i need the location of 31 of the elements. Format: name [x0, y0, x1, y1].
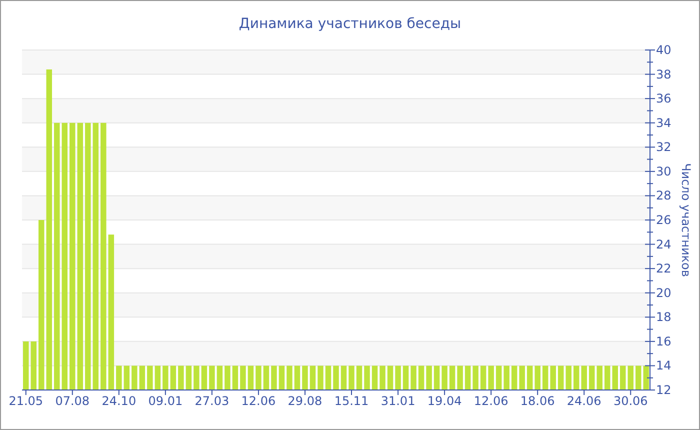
y-tick-label: 30	[656, 164, 672, 178]
y-tick-label: 14	[656, 358, 672, 373]
x-tick-label: 29.08	[288, 394, 322, 408]
y-tick-label: 36	[656, 92, 672, 106]
x-tick-label: 12.06	[474, 394, 508, 408]
y-tick-label: 18	[656, 310, 672, 324]
y-tick-label: 16	[656, 334, 672, 348]
y-tick-label: 24	[656, 237, 672, 252]
x-tick-label: 27.03	[194, 394, 230, 408]
y-tick-label: 28	[656, 188, 672, 203]
y-tick-label: 22	[656, 262, 672, 276]
x-tick-label: 19.04	[427, 394, 462, 408]
y-tick-label: 26	[656, 213, 672, 227]
x-tick-label: 31.01	[380, 394, 416, 408]
y-tick-label: 40	[656, 43, 672, 57]
y-tick-label: 20	[656, 286, 672, 300]
x-tick-label: 24.10	[102, 394, 136, 408]
x-tick-label: 07.08	[55, 394, 90, 408]
x-tick-label: 21.05	[8, 394, 44, 408]
y-axis-title: Число участников	[679, 163, 693, 277]
chart-title: Динамика участников беседы	[238, 16, 462, 32]
x-tick-label: 24.06	[566, 394, 602, 408]
x-tick-label: 30.06	[613, 394, 648, 408]
y-tick-label: 34	[656, 116, 672, 130]
x-tick-label: 09.01	[148, 394, 183, 408]
x-tick-label: 15.11	[334, 394, 369, 408]
x-tick-label: 12.06	[241, 394, 276, 408]
y-tick-label: 38	[656, 67, 672, 82]
y-tick-label: 32	[656, 140, 672, 154]
x-tick-label: 18.06	[520, 394, 555, 408]
y-tick-label: 12	[656, 383, 672, 397]
